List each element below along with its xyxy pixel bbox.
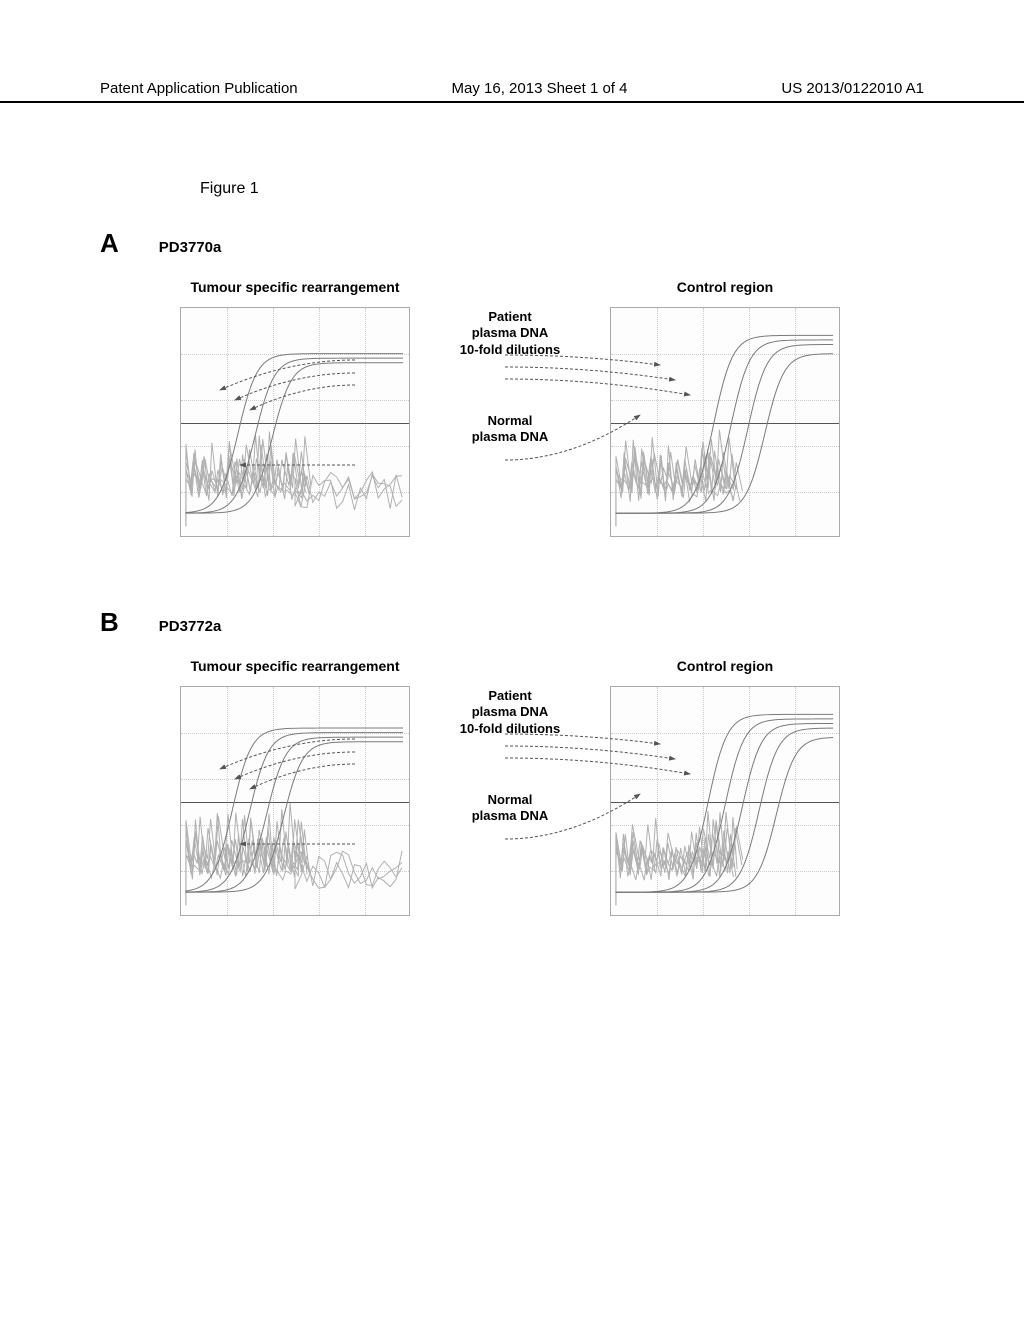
page-header: Patent Application Publication May 16, 2… xyxy=(0,80,1024,103)
amplification-plot: ΔRn Cycle xyxy=(180,307,410,537)
chart-a-right: Control region ΔRn Cycle xyxy=(610,279,840,537)
amplification-plot: ΔRn Cycle xyxy=(610,307,840,537)
chart-b-left: Tumour specific rearrangement ΔRn Cycle xyxy=(180,658,410,916)
chart-title-left: Tumour specific rearrangement xyxy=(190,279,399,295)
panel-a: A PD3770a Tumour specific rearrangement … xyxy=(100,228,924,537)
panel-letter-b: B xyxy=(100,607,119,638)
header-center: May 16, 2013 Sheet 1 of 4 xyxy=(452,80,628,97)
chart-title-right: Control region xyxy=(677,658,773,674)
center-annotations: Patient plasma DNA 10-fold dilutions Nor… xyxy=(430,279,590,500)
figure-content: Figure 1 A PD3770a Tumour specific rearr… xyxy=(100,180,924,986)
header-right: US 2013/0122010 A1 xyxy=(781,80,924,97)
annot-normal: Normal plasma DNA xyxy=(472,792,549,825)
header-left: Patent Application Publication xyxy=(100,80,298,97)
chart-title-right: Control region xyxy=(677,279,773,295)
annot-patient: Patient plasma DNA 10-fold dilutions xyxy=(460,309,560,358)
panel-id-a: PD3770a xyxy=(159,239,222,256)
amplification-plot: ΔRn Cycle xyxy=(180,686,410,916)
amplification-plot: ΔRn Cycle xyxy=(610,686,840,916)
chart-a-left: Tumour specific rearrangement ΔRn Cycle xyxy=(180,279,410,537)
annot-normal: Normal plasma DNA xyxy=(472,413,549,446)
figure-label: Figure 1 xyxy=(200,180,924,198)
panel-id-b: PD3772a xyxy=(159,618,222,635)
center-annotations: Patient plasma DNA 10-fold dilutions Nor… xyxy=(430,658,590,879)
annot-patient: Patient plasma DNA 10-fold dilutions xyxy=(460,688,560,737)
chart-b-right: Control region ΔRn Cycle xyxy=(610,658,840,916)
panel-letter-a: A xyxy=(100,228,119,259)
panel-b: B PD3772a Tumour specific rearrangement … xyxy=(100,607,924,916)
chart-title-left: Tumour specific rearrangement xyxy=(190,658,399,674)
